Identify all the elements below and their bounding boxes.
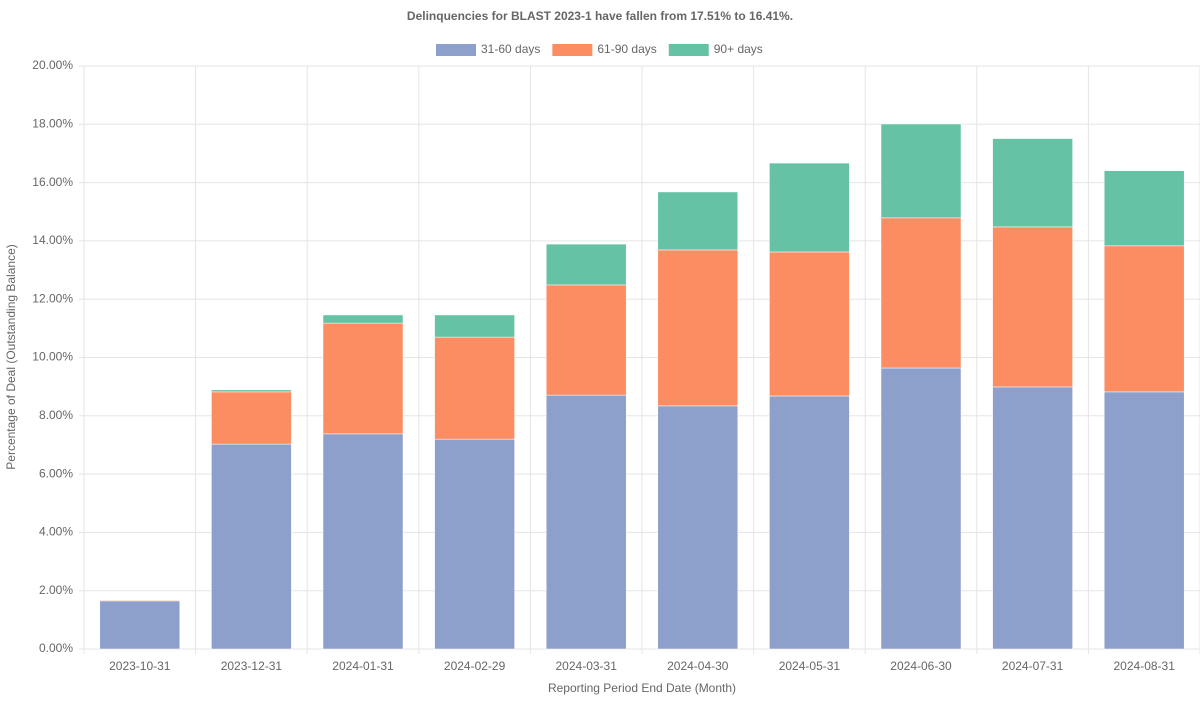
bar-segment (100, 601, 180, 649)
x-axis-label: Reporting Period End Date (Month) (548, 681, 736, 695)
y-axis-label: Percentage of Deal (Outstanding Balance) (4, 244, 18, 469)
bar-segment (1104, 171, 1184, 246)
y-tick-label: 4.00% (39, 525, 73, 539)
bar-segment (435, 337, 515, 439)
legend-label: 90+ days (714, 42, 763, 56)
y-tick-label: 8.00% (39, 408, 73, 422)
legend-label: 61-90 days (597, 42, 656, 56)
bar-segment (211, 444, 291, 649)
x-tick-label: 2024-08-31 (1114, 659, 1176, 673)
y-tick-label: 18.00% (32, 116, 73, 130)
bar-segment (323, 434, 403, 649)
bar-segment (1104, 392, 1184, 649)
bar-segment (546, 244, 626, 285)
bar-segment (211, 392, 291, 444)
bar-segment (993, 227, 1073, 387)
x-tick-label: 2023-12-31 (221, 659, 283, 673)
bar-segment (881, 368, 961, 649)
legend-swatch (669, 44, 709, 56)
bar-segment (769, 252, 849, 396)
x-tick-label: 2024-04-30 (667, 659, 729, 673)
y-tick-label: 6.00% (39, 466, 73, 480)
y-tick-label: 0.00% (39, 641, 73, 655)
bar-segment (323, 315, 403, 323)
x-tick-label: 2023-10-31 (109, 659, 171, 673)
y-tick-label: 12.00% (32, 291, 73, 305)
legend-swatch (436, 44, 476, 56)
bar-segment (658, 250, 738, 406)
y-tick-label: 20.00% (32, 58, 73, 72)
bar-segment (881, 218, 961, 368)
bar-segment (658, 192, 738, 250)
bar-segment (435, 315, 515, 337)
bar-segment (993, 139, 1073, 227)
y-tick-label: 16.00% (32, 175, 73, 189)
bar-segment (323, 323, 403, 434)
legend-swatch (552, 44, 592, 56)
bar-segment (546, 395, 626, 649)
x-tick-label: 2024-07-31 (1002, 659, 1064, 673)
chart-title: Delinquencies for BLAST 2023-1 have fall… (407, 9, 793, 23)
legend-label: 31-60 days (481, 42, 540, 56)
x-tick-label: 2024-03-31 (556, 659, 618, 673)
bar-segment (211, 390, 291, 392)
x-tick-label: 2024-01-31 (332, 659, 394, 673)
bar-segment (658, 406, 738, 649)
bar-segment (769, 163, 849, 252)
bar-segment (881, 124, 961, 218)
x-tick-label: 2024-05-31 (779, 659, 841, 673)
bar-segment (1104, 246, 1184, 392)
bar-segment (435, 439, 515, 649)
y-tick-label: 14.00% (32, 233, 73, 247)
x-tick-label: 2024-06-30 (890, 659, 952, 673)
bar-segment (993, 387, 1073, 649)
x-tick-label: 2024-02-29 (444, 659, 506, 673)
bar-segment (769, 396, 849, 649)
y-tick-label: 10.00% (32, 350, 73, 364)
bar-segment (546, 285, 626, 395)
y-tick-label: 2.00% (39, 583, 73, 597)
